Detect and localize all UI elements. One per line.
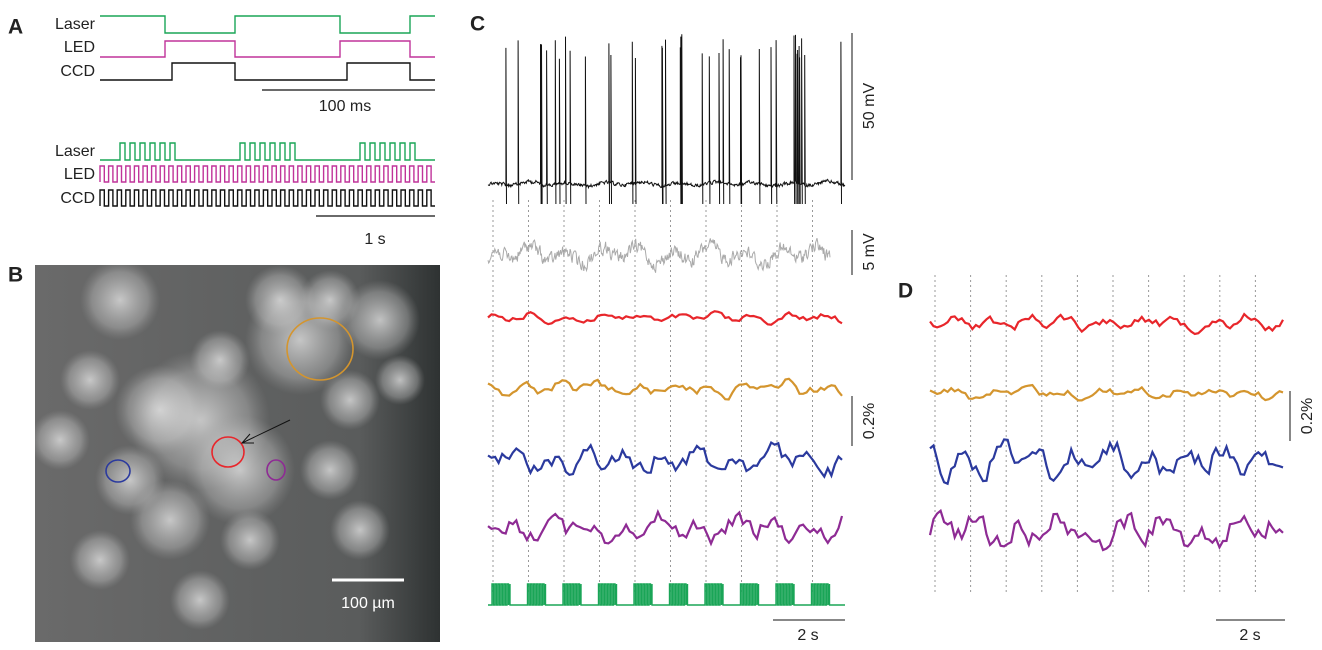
cell [300,440,360,500]
arrow [241,419,291,444]
roi-trace-orange [929,383,1284,402]
signal-label: Laser [55,16,96,33]
subthreshold-trace [487,238,831,273]
cell [185,415,295,525]
voltage-trace [487,34,846,205]
signal-label: LED [64,39,95,56]
cell [245,265,315,335]
roi-trace-purple [487,508,844,547]
cell [375,355,425,405]
stimulus-trace [488,583,845,606]
panel-label: B [8,264,23,287]
roi-blue [105,459,131,483]
signal-label: Laser [55,143,96,160]
micrograph [35,265,440,642]
cell [190,330,250,390]
signal-label: LED [64,166,95,183]
roi-orange [286,317,354,381]
cell [340,280,420,360]
cell [220,510,280,570]
roi-trace-blue [929,438,1284,486]
cell [95,445,165,515]
cell [80,265,160,340]
roi-purple [266,459,286,481]
signal-label: CCD [60,63,95,80]
scale-label: 100 ms [319,98,371,115]
roi-trace-red [929,312,1284,336]
panel-label: D [898,280,913,303]
laser-timing [100,142,435,161]
panel-label: C [470,13,485,36]
ccd-timing [100,62,435,81]
scale-label: 2 s [1239,627,1260,644]
roi-trace-blue [487,441,843,479]
cell [330,500,390,560]
roi-trace-orange [487,377,843,401]
scale-label: 0.2% [861,403,878,439]
scale-label: 5 mV [861,233,878,271]
led-timing [100,40,435,58]
cell [70,530,130,590]
led-timing [99,165,435,183]
scale-label: 0.2% [1299,398,1316,434]
scale-label: 100 µm [341,595,395,612]
roi-trace-purple [928,508,1284,552]
scale-label: 2 s [797,627,818,644]
scale-label: 1 s [364,231,385,248]
cell [320,370,380,430]
signal-label: CCD [60,190,95,207]
cell [170,570,230,630]
cell [115,365,205,455]
cell [60,350,120,410]
roi-trace-red [487,310,843,326]
panel-label: A [8,16,23,39]
roi-red [211,436,245,468]
laser-timing [100,15,435,34]
arrow-head [240,433,254,444]
cell [35,410,90,470]
scale-label: 50 mV [861,83,878,130]
ccd-timing [99,189,435,207]
